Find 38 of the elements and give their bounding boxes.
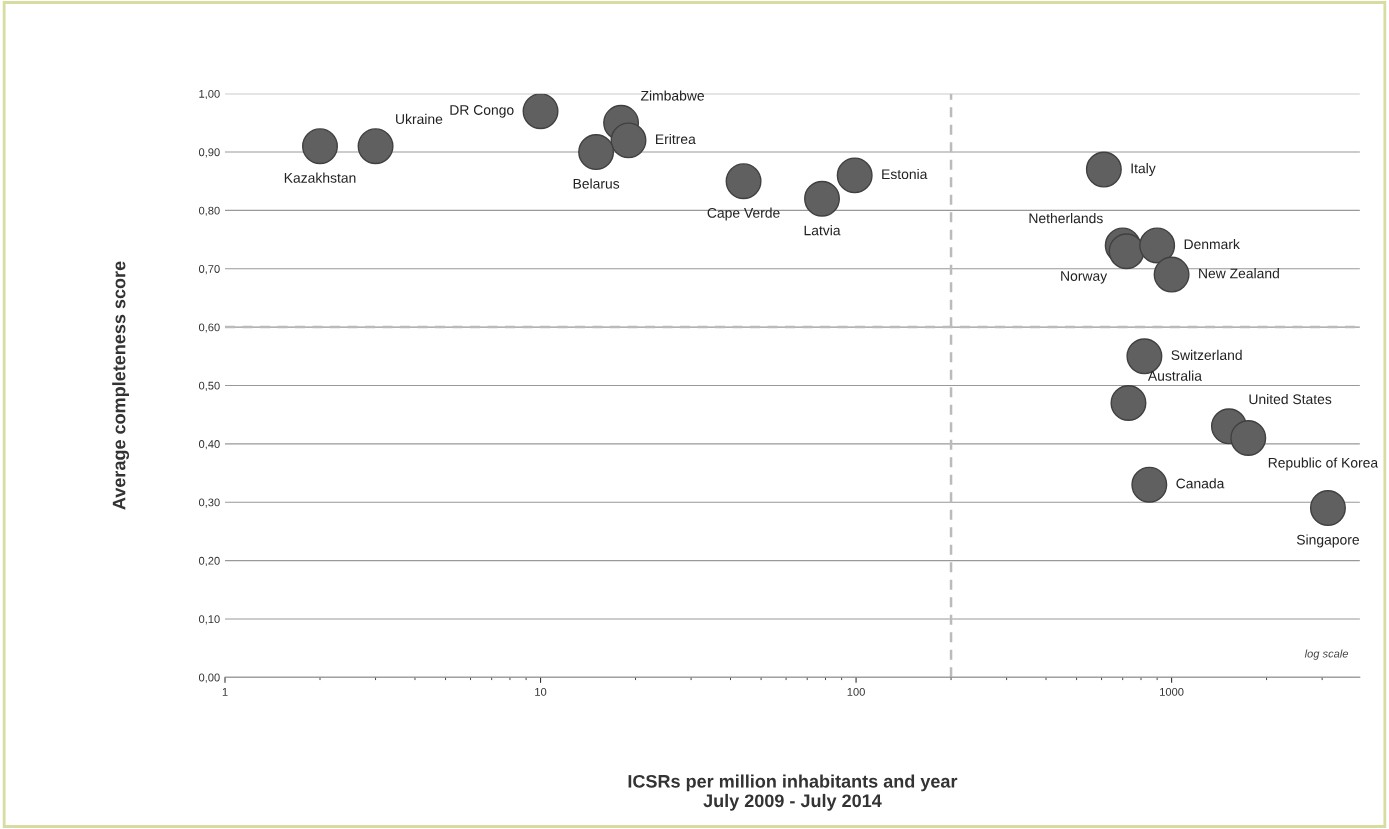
y-tick-label: 0,70 xyxy=(198,265,220,275)
annotation: Netherlands xyxy=(1029,213,1103,224)
x-tick-label: 10 xyxy=(535,688,547,696)
y-tick-label: 0,90 xyxy=(198,148,220,158)
y-tick-label: 0,50 xyxy=(198,381,220,391)
y-tick-label: 0,30 xyxy=(198,498,220,508)
annotation: Cape Verde xyxy=(707,207,780,221)
y-tick-label: 0,60 xyxy=(198,323,220,333)
y-tick-label: 0,40 xyxy=(198,440,220,450)
x-tick-label: 1000 xyxy=(1160,688,1184,696)
y-axis-title: Average completeness score xyxy=(112,261,130,510)
annotation: Latvia xyxy=(804,225,841,236)
y-tick-label: 0,00 xyxy=(198,673,220,683)
annotation: Italy xyxy=(1131,163,1156,177)
annotation: Australia xyxy=(1147,370,1202,381)
annotation: Kazakhstan xyxy=(284,172,356,183)
annotation: United States xyxy=(1249,393,1332,405)
annotation: Zimbabwe xyxy=(640,90,704,101)
x-axis-title: ICSRs per million inhabitants and year July 2009 - July 2014 xyxy=(628,774,958,811)
annotation: Switzerland xyxy=(1171,349,1242,361)
annotation: Singapore xyxy=(1296,534,1359,548)
annotation: Eritrea xyxy=(656,133,696,145)
y-tick-label: 0,20 xyxy=(198,556,220,567)
x-tick-label: 100 xyxy=(847,688,865,696)
annotation: Canada xyxy=(1176,478,1225,489)
annotation: log scale xyxy=(1304,649,1349,660)
y-tick-label: 1,00 xyxy=(199,89,220,100)
y-tick-label: 0,80 xyxy=(198,206,220,216)
annotation: DR Congo xyxy=(450,105,514,118)
y-tick-label: 0,10 xyxy=(198,615,220,625)
annotation: Ukraine xyxy=(396,113,443,125)
annotation: Denmark xyxy=(1184,238,1240,250)
annotation: Republic of Korea xyxy=(1268,457,1379,471)
annotation: Norway xyxy=(1061,271,1108,284)
annotation: Belarus xyxy=(573,178,620,189)
annotation: New Zealand xyxy=(1199,268,1279,279)
x-tick-label: 1 xyxy=(222,688,228,696)
annotation: Estonia xyxy=(882,168,928,180)
